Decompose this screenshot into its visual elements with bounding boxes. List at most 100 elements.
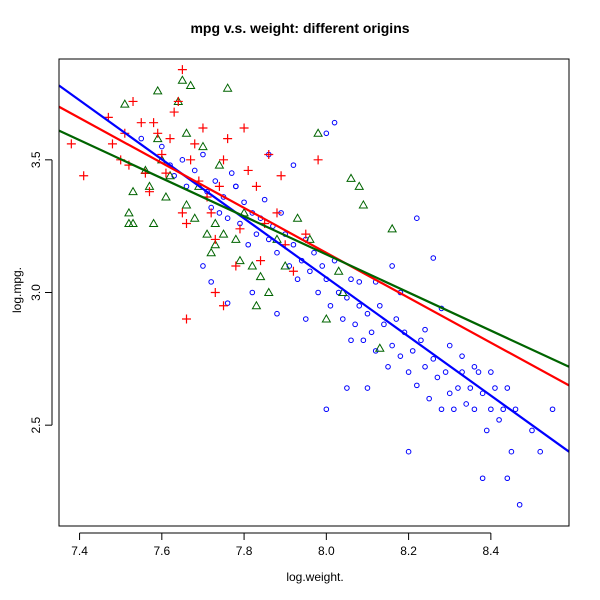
point-circle xyxy=(327,302,334,309)
point-circle xyxy=(208,279,214,285)
regression-line xyxy=(58,129,570,368)
point-plus xyxy=(173,96,183,106)
y-axis: 2.5 3.0 3.5 xyxy=(29,151,53,434)
point-plus xyxy=(210,234,220,244)
point-triangle xyxy=(177,75,188,84)
point-plus xyxy=(177,65,187,75)
point-triangle xyxy=(263,287,274,296)
y-tick-label: 2.5 xyxy=(29,417,43,434)
point-circle xyxy=(212,178,219,184)
point-triangle xyxy=(333,266,344,275)
point-circle xyxy=(442,369,449,375)
point-plus xyxy=(144,187,154,197)
regression-lines xyxy=(58,84,570,453)
point-triangle xyxy=(193,181,204,190)
point-circle xyxy=(475,369,482,375)
point-circle xyxy=(311,249,317,256)
x-tick: 7.6 xyxy=(153,533,170,558)
point-plus xyxy=(264,150,274,160)
point-triangle xyxy=(251,300,262,310)
point-circle xyxy=(414,215,420,222)
point-triangle xyxy=(124,218,134,228)
point-plus xyxy=(157,150,167,160)
point-circle xyxy=(191,167,198,174)
point-circle xyxy=(290,241,297,248)
point-triangle xyxy=(214,160,225,169)
point-circle xyxy=(508,448,515,455)
point-circle xyxy=(504,385,511,391)
x-tick-label: 7.6 xyxy=(153,544,170,558)
point-circle xyxy=(348,276,354,283)
point-circle xyxy=(381,321,387,328)
point-triangle xyxy=(210,239,221,249)
point-circle xyxy=(228,170,235,176)
point-triangle xyxy=(202,229,212,238)
point-circle xyxy=(516,501,523,508)
point-circle xyxy=(430,255,437,261)
point-circle xyxy=(504,475,511,482)
point-circle xyxy=(492,385,498,391)
point-circle xyxy=(261,196,268,203)
point-circle xyxy=(224,215,231,222)
point-circle xyxy=(409,348,416,354)
point-circle xyxy=(422,326,428,333)
point-circle xyxy=(537,448,544,455)
point-circle xyxy=(471,406,478,413)
regression-line xyxy=(58,105,570,387)
point-triangle xyxy=(358,199,369,209)
point-circle xyxy=(488,406,494,413)
point-plus xyxy=(79,171,89,181)
point-plus xyxy=(313,155,323,165)
point-plus xyxy=(243,165,253,175)
point-triangle xyxy=(148,218,159,228)
point-circle xyxy=(364,385,371,391)
point-triangle xyxy=(165,170,175,180)
point-triangle xyxy=(218,229,229,238)
y-tick: 3.5 xyxy=(29,151,52,168)
x-tick-label: 7.8 xyxy=(236,544,253,558)
x-tick: 7.4 xyxy=(71,533,88,558)
point-triangle xyxy=(198,141,208,151)
point-circle xyxy=(446,390,453,397)
plot-frame xyxy=(58,58,570,527)
point-circle xyxy=(414,382,420,389)
point-triangle xyxy=(210,218,221,228)
point-triangle xyxy=(255,271,266,281)
point-triangle xyxy=(181,199,192,209)
point-circle xyxy=(446,342,453,349)
point-circle xyxy=(467,385,474,391)
point-plus xyxy=(182,314,191,324)
point-plus xyxy=(186,155,196,165)
point-plus xyxy=(177,208,187,218)
point-circle xyxy=(344,385,350,391)
x-axis: 7.4 7.6 7.8 8.0 8.2 8.4 xyxy=(71,532,500,558)
point-circle xyxy=(512,406,519,413)
point-circle xyxy=(200,263,206,269)
point-circle xyxy=(455,385,461,391)
point-circle xyxy=(138,135,145,142)
point-circle xyxy=(331,119,338,126)
point-triangle xyxy=(206,247,217,257)
point-plus xyxy=(161,168,171,178)
point-circle xyxy=(179,157,186,163)
point-plus xyxy=(223,134,233,144)
point-triangle xyxy=(128,218,138,228)
point-circle xyxy=(233,183,239,190)
point-circle xyxy=(344,295,350,301)
point-triangle xyxy=(321,314,332,323)
point-circle xyxy=(422,363,428,370)
point-triangle xyxy=(124,207,134,217)
point-triangle xyxy=(374,343,385,352)
point-triangle xyxy=(354,181,365,190)
point-plus xyxy=(256,256,266,266)
point-plus xyxy=(107,139,117,149)
point-circle xyxy=(274,310,280,317)
point-plus xyxy=(219,155,229,165)
point-circle xyxy=(483,427,490,434)
point-plus xyxy=(251,181,261,191)
chart-title: mpg v.s. weight: different origins xyxy=(190,20,410,36)
point-plus xyxy=(153,128,163,138)
point-circle xyxy=(529,427,535,434)
point-circle xyxy=(323,130,330,137)
